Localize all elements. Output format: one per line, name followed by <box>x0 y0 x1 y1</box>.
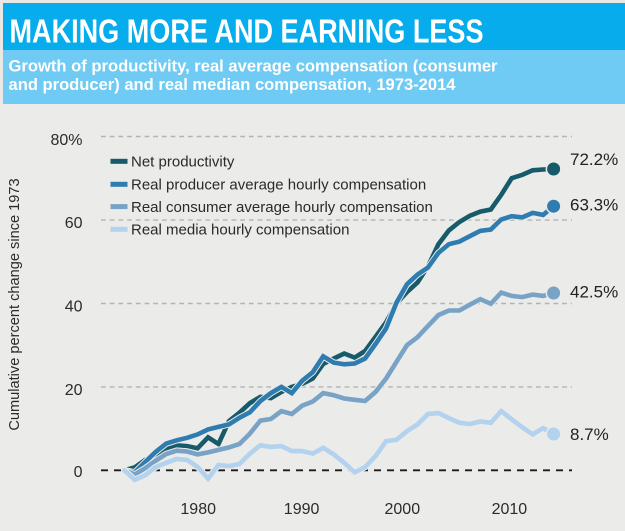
svg-text:and producer) and real median: and producer) and real median compensati… <box>9 75 457 94</box>
svg-text:40: 40 <box>65 298 83 315</box>
svg-text:MAKING MORE AND EARNING LESS: MAKING MORE AND EARNING LESS <box>10 13 484 50</box>
svg-text:60: 60 <box>65 215 83 232</box>
svg-text:1980: 1980 <box>180 501 216 518</box>
svg-text:Cumulative percent change sinc: Cumulative percent change since 1973 <box>7 178 23 430</box>
svg-text:Real producer average hourly c: Real producer average hourly compensatio… <box>131 177 426 194</box>
svg-text:Net productivity: Net productivity <box>131 154 235 171</box>
svg-text:Growth of productivity, real a: Growth of productivity, real average com… <box>9 57 498 76</box>
svg-text:Real consumer average hourly c: Real consumer average hourly compensatio… <box>131 199 433 216</box>
svg-text:63.3%: 63.3% <box>570 195 618 214</box>
svg-text:20: 20 <box>65 382 83 399</box>
svg-text:8.7%: 8.7% <box>570 425 609 444</box>
svg-text:1990: 1990 <box>284 501 320 518</box>
svg-text:0: 0 <box>74 464 83 481</box>
svg-text:Real media hourly compensation: Real media hourly compensation <box>131 222 349 239</box>
svg-text:80%: 80% <box>50 132 82 149</box>
svg-text:72.2%: 72.2% <box>570 150 618 169</box>
svg-text:2000: 2000 <box>385 501 421 518</box>
svg-text:2010: 2010 <box>492 501 528 518</box>
svg-text:42.5%: 42.5% <box>570 283 618 302</box>
